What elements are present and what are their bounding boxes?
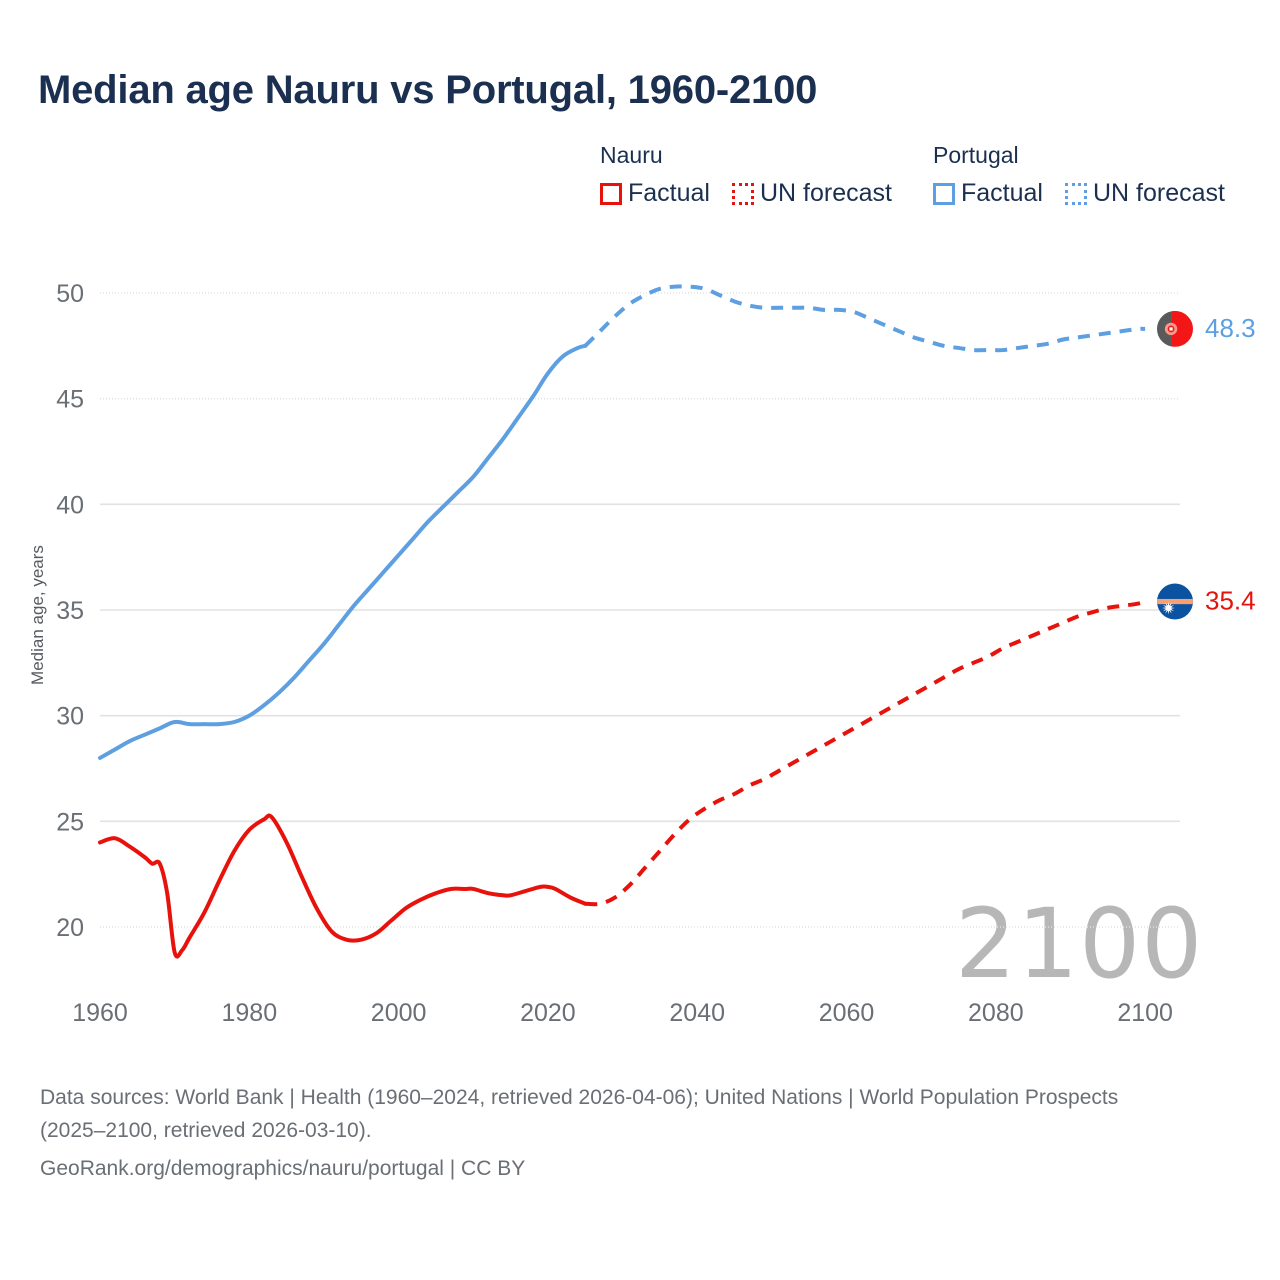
legend-swatch-solid-icon [600,182,622,205]
svg-text:20: 20 [56,914,84,942]
svg-text:2040: 2040 [669,999,725,1027]
svg-text:40: 40 [56,491,84,519]
legend-label-nauru-factual: Factual [628,179,710,207]
year-watermark: 2100 [955,888,1204,1000]
legend-label-portugal-forecast: UN forecast [1092,179,1225,207]
legend-label-portugal-factual: Factual [961,179,1043,207]
gridlines [100,292,1180,928]
footer-sources: Data sources: World Bank | Health (1960–… [40,1086,1119,1142]
legend-entry-nauru-factual[interactable]: Factual [600,179,710,208]
svg-text:2080: 2080 [968,999,1024,1027]
nauru-end-value-label: 35.4 [1205,585,1256,615]
legend-group-title-portugal: Portugal [933,142,1019,168]
chart-legend: Nauru Factual UN forecast Portugal Factu… [600,142,1250,222]
nauru-flag-marker [1157,583,1193,620]
legend-label-nauru-forecast: UN forecast [759,179,892,207]
legend-swatch-solid-icon [933,182,955,205]
legend-swatch-dotted-icon [1064,182,1087,205]
svg-text:30: 30 [56,703,84,731]
plot-area: Median age, years 2100 20 25 30 35 40 45 50 19… [0,250,1280,1060]
svg-text:50: 50 [56,280,84,308]
svg-text:2060: 2060 [819,999,875,1027]
svg-text:2000: 2000 [371,999,427,1027]
svg-text:1980: 1980 [221,999,277,1027]
portugal-flag-marker [1157,310,1193,347]
svg-text:2020: 2020 [520,999,576,1027]
legend-entry-portugal-factual[interactable]: Factual [933,179,1043,208]
legend-entry-portugal-forecast[interactable]: UN forecast [1064,179,1225,208]
legend-group-title-nauru: Nauru [600,142,663,168]
portugal-end-value-label: 48.3 [1205,313,1256,343]
legend-swatch-dotted-icon [731,182,754,205]
svg-text:45: 45 [56,386,84,414]
legend-group-nauru: Nauru Factual UN forecast [600,142,892,208]
svg-text:35: 35 [56,597,84,625]
series-lines [98,284,1146,959]
line-chart-svg: 20 25 30 35 40 45 50 1960 1980 2000 2020 2040 2060 2… [56,280,1256,1027]
svg-text:1960: 1960 [72,999,128,1027]
x-axis-tick-labels: 1960 1980 2000 2020 2040 2060 2080 2100 [72,999,1173,1027]
svg-text:2100: 2100 [1117,999,1173,1027]
legend-group-portugal: Portugal Factual UN forecast [933,142,1225,208]
page-title: Median age Nauru vs Portugal, 1960-2100 [38,68,818,112]
legend-entry-nauru-forecast[interactable]: UN forecast [731,179,892,208]
footer: Data sources: World Bank | Health (1960–… [40,1082,1240,1186]
svg-text:25: 25 [56,808,84,836]
footer-url: GeoRank.org/demographics/nauru/portugal … [40,1157,526,1181]
y-axis-tick-labels: 20 25 30 35 40 45 50 [56,280,84,942]
